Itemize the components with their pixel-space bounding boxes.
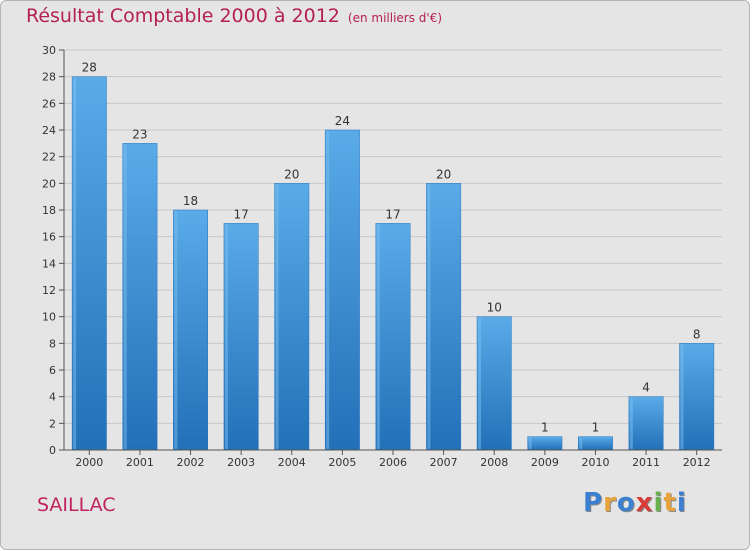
data-label-2000: 28 bbox=[82, 61, 97, 75]
x-tick-label-2003: 2003 bbox=[227, 456, 255, 469]
x-tick-label-2006: 2006 bbox=[379, 456, 407, 469]
bar-highlight bbox=[326, 131, 330, 449]
data-label-2001: 23 bbox=[132, 127, 147, 141]
x-tick-label-2008: 2008 bbox=[480, 456, 508, 469]
bar-highlight bbox=[224, 224, 228, 449]
data-label-2004: 20 bbox=[284, 167, 299, 181]
y-tick-label: 0 bbox=[49, 444, 56, 457]
data-label-2005: 24 bbox=[335, 114, 350, 128]
bar-highlight bbox=[680, 344, 684, 449]
y-tick-label: 26 bbox=[42, 97, 56, 110]
data-label-2012: 8 bbox=[693, 327, 701, 341]
y-tick-label: 30 bbox=[42, 44, 56, 57]
x-tick-label-2010: 2010 bbox=[581, 456, 609, 469]
bar-2000 bbox=[71, 76, 107, 451]
x-tick-label-2011: 2011 bbox=[632, 456, 660, 469]
chart-title-text: Résultat Comptable 2000 à 2012 bbox=[26, 5, 340, 27]
data-label-2011: 4 bbox=[642, 381, 650, 395]
bar-highlight bbox=[123, 144, 127, 450]
x-tick-label-2001: 2001 bbox=[126, 456, 154, 469]
y-tick-label: 14 bbox=[42, 257, 56, 270]
bar-2005 bbox=[324, 129, 360, 451]
x-tick-label-2009: 2009 bbox=[531, 456, 559, 469]
bar-highlight bbox=[174, 211, 178, 449]
data-label-2010: 1 bbox=[592, 421, 600, 435]
chart-subtitle: (en milliers d'€) bbox=[347, 11, 443, 25]
data-label-2003: 17 bbox=[234, 207, 249, 221]
logo-letter: P bbox=[583, 488, 604, 518]
y-tick-label: 16 bbox=[42, 231, 56, 244]
bar-highlight bbox=[427, 184, 431, 450]
data-label-2002: 18 bbox=[183, 194, 198, 208]
bar-highlight bbox=[528, 437, 532, 449]
data-label-2008: 10 bbox=[487, 301, 502, 315]
bar-2009 bbox=[527, 436, 563, 451]
y-tick-label: 20 bbox=[42, 177, 56, 190]
y-tick-label: 12 bbox=[42, 284, 56, 297]
bar-2008 bbox=[476, 316, 512, 451]
logo-letter: i bbox=[676, 488, 687, 518]
chart-title: Résultat Comptable 2000 à 2012 (en millie… bbox=[26, 5, 442, 27]
bar-2007 bbox=[426, 183, 462, 451]
logo-letter: i bbox=[653, 488, 664, 518]
x-tick-label-2012: 2012 bbox=[683, 456, 711, 469]
bar-2003 bbox=[223, 223, 259, 451]
bar-2006 bbox=[375, 223, 411, 451]
data-label-2007: 20 bbox=[436, 167, 451, 181]
proxiti-logo: Proxiti bbox=[583, 488, 687, 518]
bar-2001 bbox=[122, 143, 158, 451]
bar-2012 bbox=[679, 343, 715, 451]
x-tick-label-2004: 2004 bbox=[278, 456, 306, 469]
bar-2004 bbox=[274, 183, 310, 451]
bar-2011 bbox=[628, 396, 664, 451]
logo-letter: r bbox=[603, 488, 617, 518]
x-tick-label-2002: 2002 bbox=[177, 456, 205, 469]
x-tick-label-2007: 2007 bbox=[430, 456, 458, 469]
data-label-2006: 17 bbox=[385, 207, 400, 221]
commune-name: SAILLAC bbox=[37, 494, 116, 516]
logo-letter: t bbox=[663, 488, 677, 518]
y-tick-label: 10 bbox=[42, 311, 56, 324]
y-tick-label: 24 bbox=[42, 124, 56, 137]
bar-highlight bbox=[73, 77, 77, 450]
bar-highlight bbox=[478, 317, 482, 449]
data-label-2009: 1 bbox=[541, 421, 549, 435]
y-tick-label: 18 bbox=[42, 204, 56, 217]
bar-2002 bbox=[173, 209, 208, 451]
y-tick-label: 28 bbox=[42, 71, 56, 84]
bar-2010 bbox=[578, 436, 613, 451]
y-tick-label: 2 bbox=[49, 417, 56, 430]
x-tick-label-2000: 2000 bbox=[75, 456, 103, 469]
y-tick-label: 4 bbox=[49, 391, 56, 404]
y-tick-label: 8 bbox=[49, 337, 56, 350]
bar-highlight bbox=[376, 224, 380, 449]
y-tick-label: 6 bbox=[49, 364, 56, 377]
x-tick-label-2005: 2005 bbox=[328, 456, 356, 469]
bar-highlight bbox=[629, 397, 633, 449]
y-tick-label: 22 bbox=[42, 151, 56, 164]
bar-highlight bbox=[275, 184, 279, 450]
logo-letter: o bbox=[616, 488, 636, 518]
bar-highlight bbox=[579, 437, 583, 449]
logo-letter: x bbox=[635, 488, 654, 518]
